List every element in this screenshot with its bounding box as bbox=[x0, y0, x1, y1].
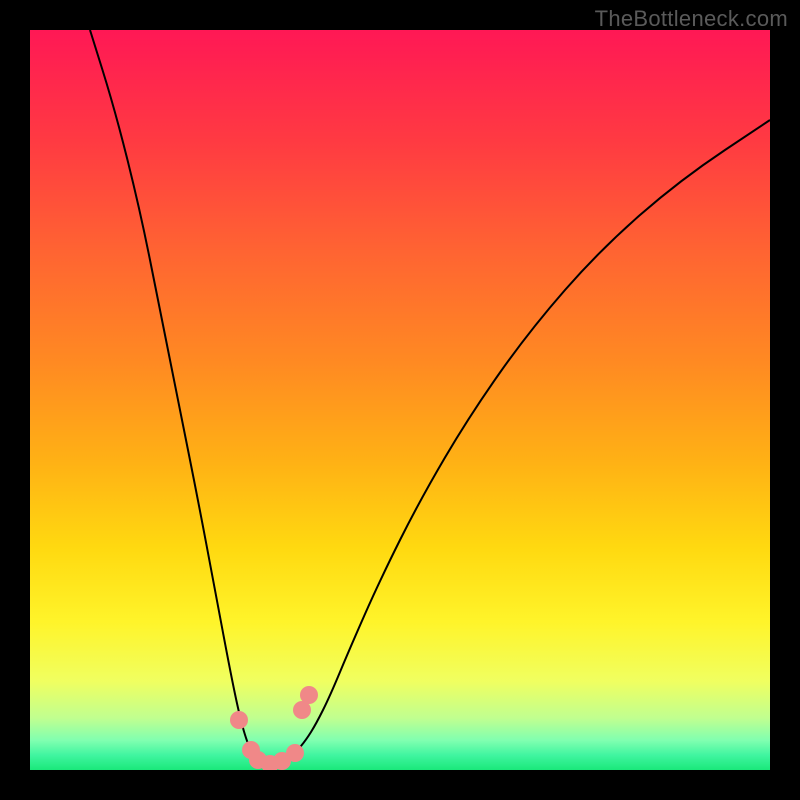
bottleneck-curve bbox=[30, 30, 770, 770]
watermark-text: TheBottleneck.com bbox=[595, 6, 788, 32]
data-marker bbox=[300, 686, 318, 704]
data-marker bbox=[230, 711, 248, 729]
data-marker bbox=[286, 744, 304, 762]
chart-plot-area bbox=[30, 30, 770, 770]
